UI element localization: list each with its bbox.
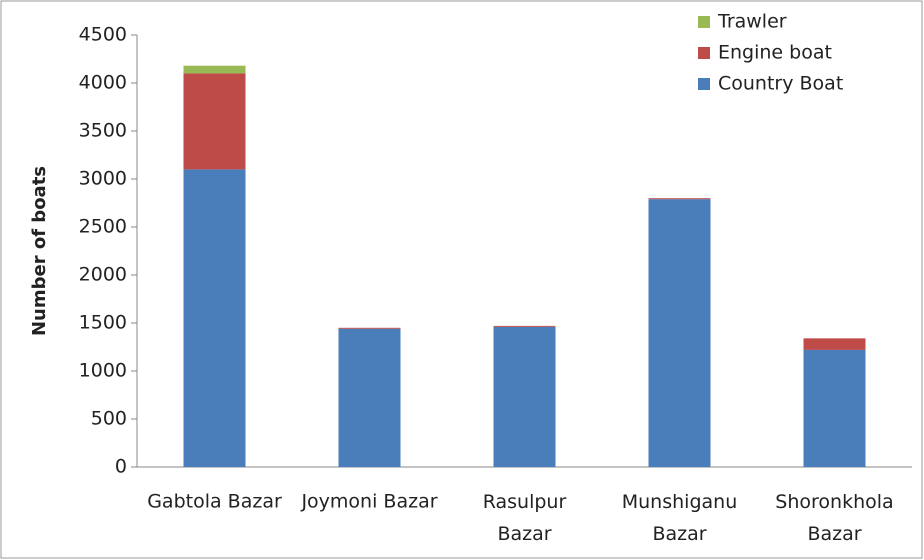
y-axis-label: Number of boats [29, 166, 50, 336]
y-tick-label: 2000 [79, 264, 127, 286]
y-tick-label: 4500 [79, 24, 127, 46]
x-tick-label: Shoronkhola Bazar [775, 491, 893, 545]
legend-label: Trawler [717, 11, 787, 33]
y-tick-label: 1500 [79, 312, 127, 334]
y-tick-label: 4000 [79, 72, 127, 94]
y-tick-label: 2500 [79, 216, 127, 238]
y-tick-label: 0 [115, 456, 127, 478]
y-tick-label: 1000 [79, 360, 127, 382]
bar-segment [493, 326, 556, 467]
bar-segment [648, 198, 711, 200]
bar-segment [338, 328, 401, 467]
y-tick-label: 3000 [79, 168, 127, 190]
x-tick-label: Munshiganu Bazar [622, 491, 737, 545]
y-tick-label: 500 [91, 408, 127, 430]
x-tick-label: Gabtola Bazar [147, 491, 282, 513]
bar-segment [183, 65, 246, 74]
y-tick-label: 3500 [79, 120, 127, 142]
legend-swatch [698, 78, 710, 90]
legend-swatch [698, 16, 710, 28]
x-tick-label: Rasulpur Bazar [483, 491, 567, 545]
bar-segment [648, 199, 711, 467]
bar-segment [183, 73, 246, 170]
bar-segment [803, 349, 866, 467]
bar-segment [493, 325, 556, 327]
bar-segment [338, 327, 401, 329]
bar-segment [803, 338, 866, 350]
legend-label: Engine boat [718, 42, 832, 64]
bar-segment [183, 169, 246, 467]
x-tick-label: Joymoni Bazar [300, 491, 437, 513]
legend-swatch [698, 47, 710, 59]
legend-label: Country Boat [718, 73, 843, 95]
